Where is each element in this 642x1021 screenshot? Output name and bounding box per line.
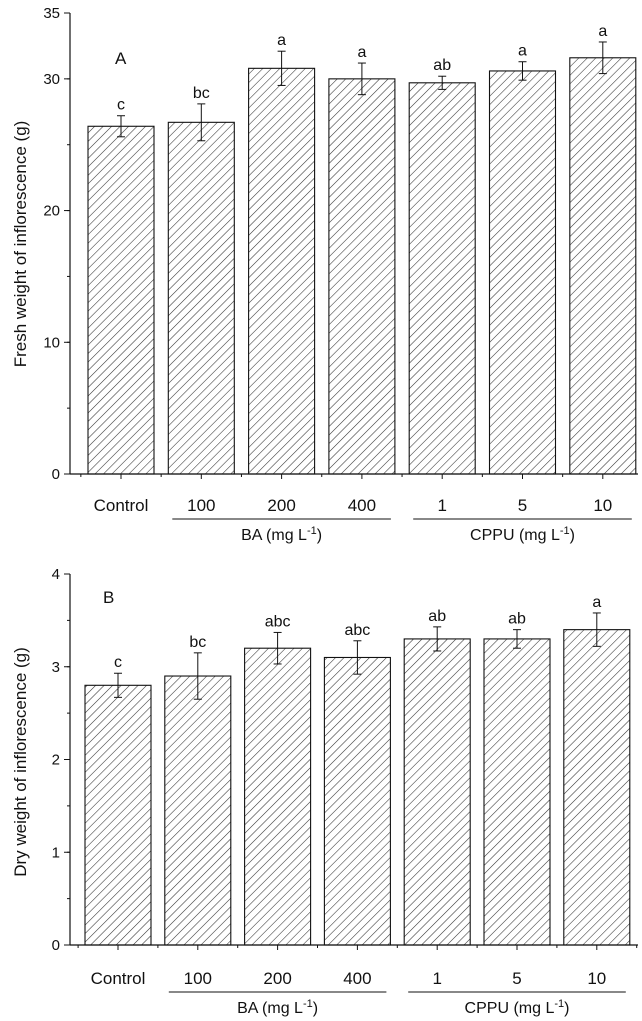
bar [569,57,637,475]
chart-panel-a: A Fresh weight of inflorescence (g) c bc a… [11,5,638,544]
significance-letter: a [592,594,601,611]
panel-a-y-ticks: 0 10 20 30 35 [43,5,70,483]
significance-letter: a [518,43,527,60]
y-tick-label: 30 [43,71,60,88]
category-label: 400 [343,969,371,988]
error-bar [518,61,527,81]
bar [164,675,232,946]
error-bar [513,629,521,649]
group-label: CPPU (mg L-1) [465,998,570,1017]
y-tick-label: 3 [52,659,60,676]
panel-a-letter: A [115,49,127,68]
significance-letter: a [598,23,607,40]
category-label: 5 [512,969,521,988]
y-tick-label: 2 [52,752,60,769]
panel-b-bars [84,629,631,946]
bar [87,125,155,475]
bar [328,78,396,475]
category-label: Control [91,969,146,988]
significance-letter: abc [265,613,291,630]
significance-letter: ab [428,608,446,625]
category-label: 400 [348,496,376,515]
bar [248,67,316,475]
error-bar [433,626,442,652]
error-bar [598,41,607,75]
category-label: 1 [432,969,441,988]
significance-letter: a [357,44,366,61]
bar [403,638,471,946]
error-bar [197,103,206,142]
panel-b-letter: B [103,588,114,607]
y-tick-label: 10 [43,334,60,351]
bar [563,629,631,946]
panel-b-x-ticks [77,945,638,950]
error-bar [357,62,366,96]
significance-letter: ab [508,611,526,628]
chart-panel-b: B Dry weight of inflorescence (g) c bc abc… [11,566,638,1017]
group-label: BA (mg L-1) [237,998,318,1017]
bar [483,638,551,946]
error-bar [273,631,282,665]
significance-letter: ab [433,57,451,74]
category-label: Control [94,496,149,515]
panel-b-y-ticks: 0 1 2 3 4 [52,566,70,954]
significance-letter: c [117,97,125,114]
significance-letter: c [114,654,122,671]
category-label: 1 [437,496,446,515]
category-label: 100 [187,496,215,515]
error-bar [117,115,125,138]
group-label: BA (mg L-1) [241,525,322,544]
category-label: 10 [587,969,606,988]
category-label: 100 [184,969,212,988]
panel-a-categories: Control 100 200 400 1 5 10 [94,496,613,515]
significance-letter: bc [193,85,210,102]
error-bar [193,652,202,700]
category-label: 200 [263,969,291,988]
bar [84,684,152,946]
error-bar [353,640,362,675]
y-tick-label: 0 [52,466,60,483]
y-tick-label: 1 [52,844,60,861]
significance-letter: abc [345,622,371,639]
panel-a-sig-labels: c bc a a ab a a [117,23,607,114]
category-label: 200 [267,496,295,515]
bar [244,647,312,946]
significance-letter: a [277,32,286,49]
panel-a-groups: BA (mg L-1) CPPU (mg L-1) [172,518,632,544]
panel-a-y-axis-title: Fresh weight of inflorescence (g) [11,121,30,368]
error-bar [277,50,286,86]
error-bar [114,672,122,698]
error-bar [438,75,447,90]
category-label: 10 [593,496,612,515]
bar [167,121,235,475]
bar [488,70,557,475]
y-tick-label: 4 [52,566,60,583]
y-tick-label: 35 [43,5,60,22]
panel-b-sig-labels: c bc abc abc ab ab a [114,594,601,671]
panel-b-y-axis-title: Dry weight of inflorescence (g) [11,647,30,877]
panel-b-categories: Control 100 200 400 1 5 10 [91,969,607,988]
panel-b-groups: BA (mg L-1) CPPU (mg L-1) [168,991,626,1017]
group-label: CPPU (mg L-1) [470,525,575,544]
bar [408,82,476,475]
bar [323,656,391,946]
panel-a-bars [87,57,637,475]
category-label: 5 [518,496,527,515]
panel-b-errorbars [114,612,601,700]
error-bar [592,612,601,647]
significance-letter: bc [189,634,206,651]
panel-a-errorbars [117,41,607,142]
panel-a-x-ticks [80,474,604,479]
y-tick-label: 20 [43,203,60,220]
y-tick-label: 0 [52,937,60,954]
